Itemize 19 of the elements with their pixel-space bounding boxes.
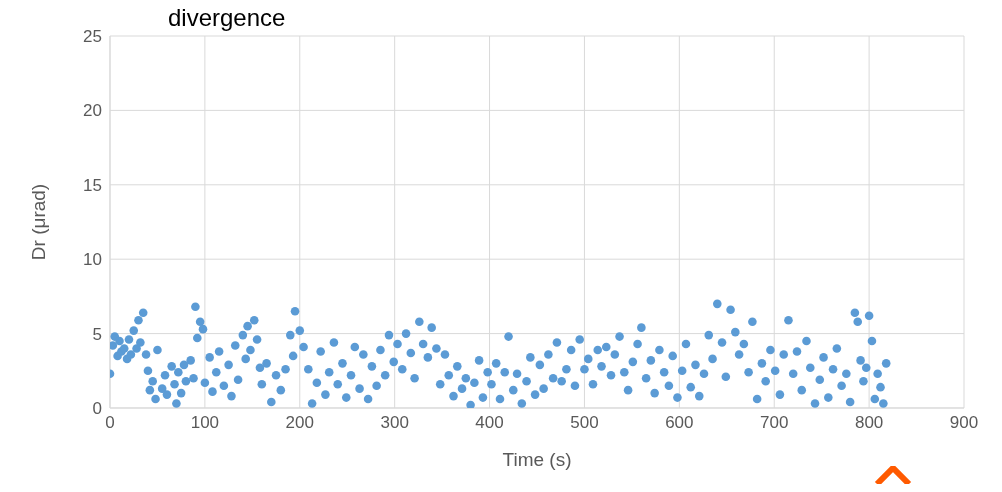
x-tick-label: 100 bbox=[190, 413, 220, 433]
y-tick-label: 10 bbox=[83, 250, 102, 270]
x-tick-label: 900 bbox=[949, 413, 979, 433]
x-tick-label: 400 bbox=[475, 413, 504, 433]
y-tick-label: 0 bbox=[92, 399, 102, 419]
y-tick-label: 5 bbox=[92, 324, 102, 344]
y-axis-title: Dr (μrad) bbox=[27, 183, 49, 261]
x-tick-label: 300 bbox=[380, 413, 409, 433]
x-tick-label: 600 bbox=[665, 413, 694, 433]
chart-title: divergence bbox=[168, 4, 286, 32]
x-tick-label: 800 bbox=[854, 413, 884, 433]
y-tick-label: 15 bbox=[83, 175, 102, 195]
y-tick-label: 25 bbox=[83, 27, 102, 47]
x-tick-label: 700 bbox=[760, 413, 789, 433]
x-axis-title: Time (s) bbox=[502, 449, 572, 470]
x-tick-label: 200 bbox=[285, 413, 314, 433]
y-tick-label: 20 bbox=[83, 101, 102, 121]
x-tick-label: 0 bbox=[105, 413, 115, 433]
x-tick-label: 500 bbox=[570, 413, 599, 433]
